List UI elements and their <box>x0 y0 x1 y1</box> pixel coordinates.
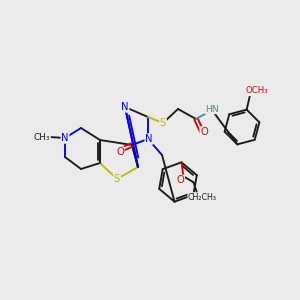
Text: CH₂CH₃: CH₂CH₃ <box>188 193 217 202</box>
Text: S: S <box>114 174 120 184</box>
Text: O: O <box>116 147 124 157</box>
Text: O: O <box>200 127 208 137</box>
Text: CH₃: CH₃ <box>34 133 50 142</box>
Text: N: N <box>145 134 153 144</box>
Text: N: N <box>121 102 129 112</box>
Text: OCH₃: OCH₃ <box>245 86 268 95</box>
Text: HN: HN <box>205 104 219 113</box>
Text: O: O <box>177 175 184 185</box>
Text: N: N <box>61 133 69 143</box>
Text: S: S <box>160 118 166 128</box>
